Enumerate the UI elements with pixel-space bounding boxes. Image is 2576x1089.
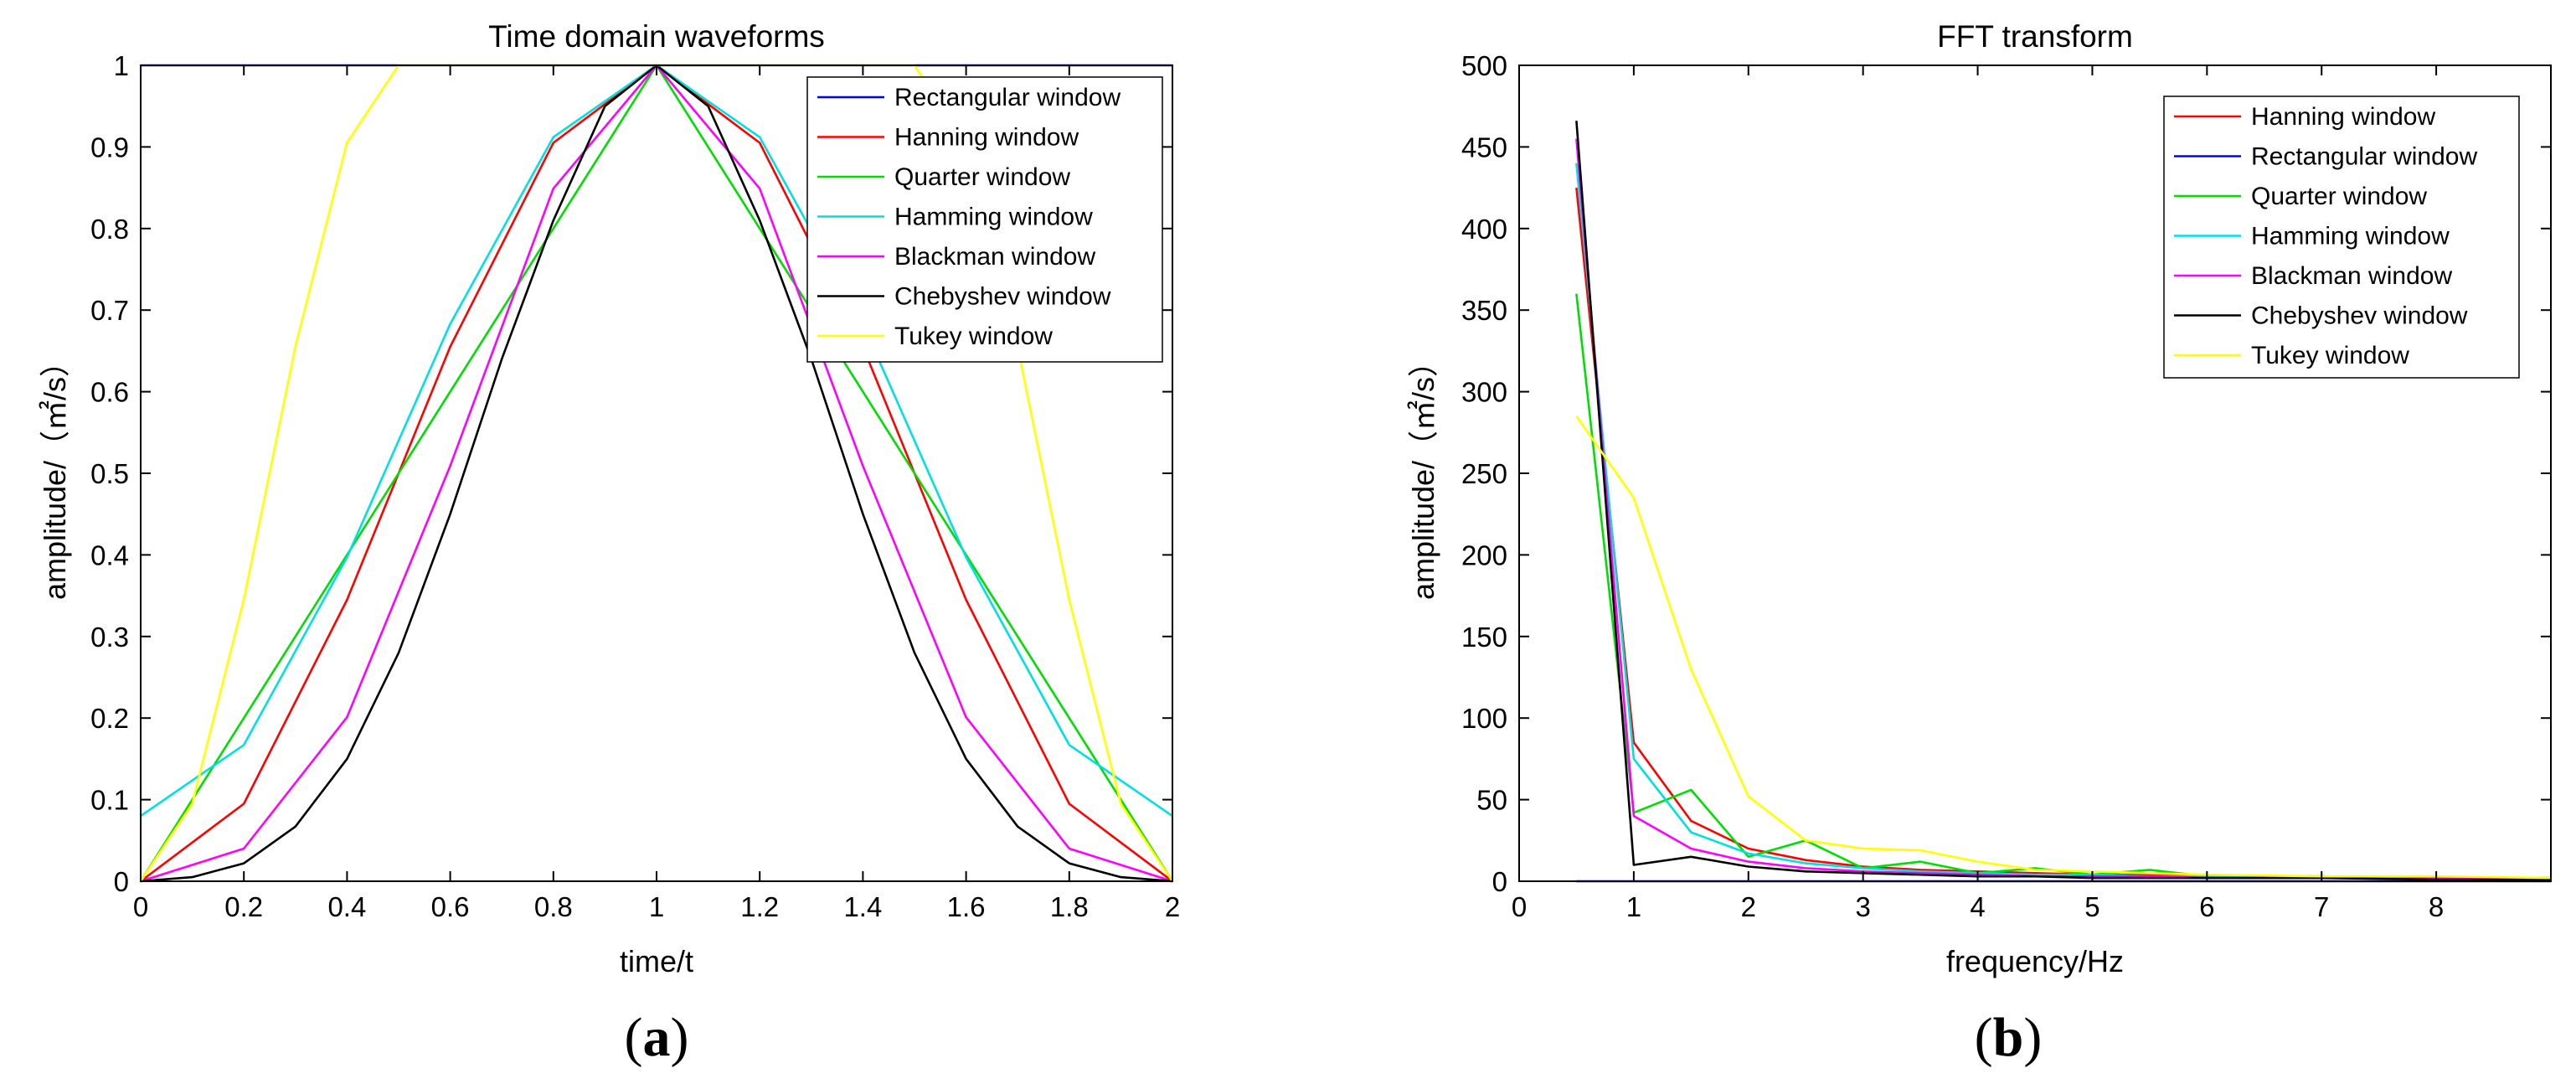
panel-a-time-domain: 0 0.2 0.4 0.6 0.8 1 1.2 1.4 1.6 1.8 2 0 0.1 0.2 0.3 0.4… <box>38 19 1180 1068</box>
legend-box <box>2163 95 2520 379</box>
y-tick-label: 0.9 <box>90 132 129 163</box>
x-tick-label: 1 <box>1626 891 1641 922</box>
y-tick-label: 0.5 <box>90 458 129 489</box>
x-tick-label: 0 <box>1512 891 1527 922</box>
x-tick-label: 6 <box>2199 891 2214 922</box>
y-tick-label: 250 <box>1461 458 1507 489</box>
chart-title: Time domain waveforms <box>488 19 825 54</box>
x-tick-label: 1.8 <box>1050 891 1089 922</box>
legend-box <box>806 76 1163 363</box>
legend-label-tukey-window: Tukey window <box>2251 342 2409 369</box>
x-tick-label: 0 <box>133 891 148 922</box>
y-tick-label: 100 <box>1461 703 1507 734</box>
y-tick-label: 350 <box>1461 295 1507 326</box>
x-tick-label: 4 <box>1970 891 1985 922</box>
y-tick-label: 0.2 <box>90 703 129 734</box>
legend-label-hamming-window: Hamming window <box>894 204 1093 231</box>
panel-caption-letter: a <box>643 1007 671 1068</box>
panel-caption-letter: b <box>1993 1007 2024 1068</box>
legend-label-blackman-window: Blackman window <box>894 243 1095 271</box>
x-tick-label: 0.8 <box>534 891 573 922</box>
tick-group: 0 1 2 3 4 5 6 7 8 0 50 100 150 200 250 300 350 400 450 500 <box>1461 50 2551 922</box>
y-tick-label: 0.8 <box>90 214 129 245</box>
legend-items: Hanning window Rectangular window Quarter … <box>2174 103 2477 369</box>
x-tick-label: 5 <box>2084 891 2099 922</box>
x-axis-label: frequency/Hz <box>1946 944 2124 978</box>
y-tick-label: 450 <box>1461 132 1507 163</box>
legend-label-chebyshev-window: Chebyshev window <box>894 283 1111 311</box>
y-tick-label: 0.3 <box>90 622 129 653</box>
y-tick-label: 1 <box>114 50 129 81</box>
panel-caption: (b) <box>1975 1007 2043 1068</box>
legend-label-chebyshev-window: Chebyshev window <box>2251 302 2468 330</box>
legend-label-hamming-window: Hamming window <box>2251 223 2450 250</box>
x-tick-label: 1.4 <box>843 891 882 922</box>
x-axis-label: time/t <box>620 944 693 978</box>
y-tick-label: 0.6 <box>90 377 129 408</box>
legend-label-rectangular-window: Rectangular window <box>2251 143 2477 171</box>
legend-label-blackman-window: Blackman window <box>2251 262 2452 290</box>
tick-group: 0 0.2 0.4 0.6 0.8 1 1.2 1.4 1.6 1.8 2 0 0.1 0.2 0.3 0.4… <box>90 50 1180 922</box>
legend-label-quarter-window: Quarter window <box>2251 183 2427 210</box>
panel-b-fft: 0 1 2 3 4 5 6 7 8050100150200250300350400450500 … <box>1406 19 2552 1068</box>
panel-caption: (a) <box>625 1007 689 1068</box>
y-tick-label: 50 <box>1476 785 1507 816</box>
legend-label-hanning-window: Hanning window <box>894 124 1079 152</box>
x-tick-label: 3 <box>1855 891 1870 922</box>
x-tick-label: 0.4 <box>327 891 366 922</box>
y-tick-label: 0.1 <box>90 785 129 816</box>
y-tick-label: 300 <box>1461 377 1507 408</box>
y-tick-label: 400 <box>1461 214 1507 245</box>
legend: Hanning window Rectangular window Quarter … <box>2163 95 2520 379</box>
x-tick-label: 1 <box>649 891 664 922</box>
x-tick-label: 2 <box>1165 891 1180 922</box>
x-tick-label: 1.2 <box>740 891 779 922</box>
y-tick-label: 0.4 <box>90 539 129 570</box>
series-line-tukey-window <box>1575 415 2552 880</box>
x-tick-label: 1.6 <box>947 891 986 922</box>
legend-label-tukey-window: Tukey window <box>894 323 1053 350</box>
x-tick-label: 0.2 <box>224 891 263 922</box>
x-tick-label: 7 <box>2314 891 2329 922</box>
legend-label-quarter-window: Quarter window <box>894 163 1070 191</box>
x-tick-label: 0.6 <box>431 891 470 922</box>
y-tick-label: 0 <box>114 866 129 897</box>
legend-label-hanning-window: Hanning window <box>2251 103 2435 131</box>
y-tick-label: 150 <box>1461 622 1507 653</box>
legend-label-rectangular-window: Rectangular window <box>894 84 1121 111</box>
legend-items: Rectangular window Hanning window Quarter … <box>817 84 1121 350</box>
x-tick-label: 8 <box>2429 891 2444 922</box>
legend: Rectangular window Hanning window Quarter … <box>806 76 1163 363</box>
x-tick-label: 2 <box>1741 891 1756 922</box>
y-tick-label: 0 <box>1492 866 1507 897</box>
chart-title: FFT transform <box>1937 19 2133 54</box>
y-axis-label: amplitude/（㎡/s） <box>38 347 72 600</box>
y-tick-label: 200 <box>1461 539 1507 570</box>
y-axis-label: amplitude/（㎡/s） <box>1406 347 1440 600</box>
y-tick-label: 500 <box>1461 50 1507 81</box>
y-tick-label: 0.7 <box>90 295 129 326</box>
